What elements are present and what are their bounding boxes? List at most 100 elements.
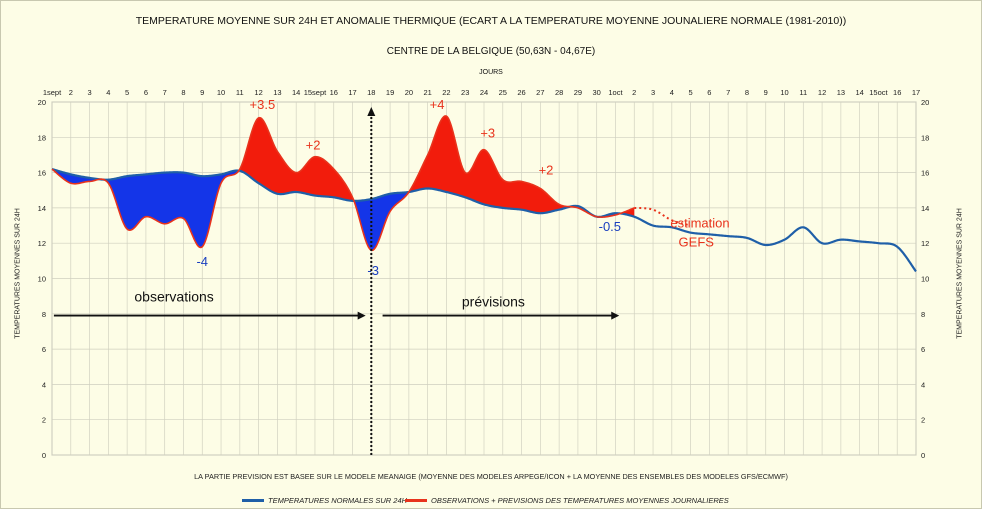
- anomaly-label: +2: [539, 162, 554, 177]
- x-tick-label: 16: [893, 88, 901, 97]
- x-tick-label: 19: [386, 88, 394, 97]
- x-tick-label: 14: [292, 88, 300, 97]
- x-tick-label: 7: [726, 88, 730, 97]
- x-tick-label: 1sept: [43, 88, 62, 97]
- x-tick-label: 12: [818, 88, 826, 97]
- y-tick-label-left: 12: [38, 239, 46, 248]
- x-tick-label: 11: [236, 88, 244, 97]
- y-tick-label-right: 6: [921, 345, 925, 354]
- x-tick-label: 10: [217, 88, 225, 97]
- x-tick-label: 7: [163, 88, 167, 97]
- x-tick-label: 23: [461, 88, 469, 97]
- x-tick-label: 20: [405, 88, 413, 97]
- anomaly-label: +3.5: [250, 97, 276, 112]
- x-tick-label: 5: [125, 88, 129, 97]
- x-tick-label: 22: [442, 88, 450, 97]
- legend-label-observed: OBSERVATIONS + PREVISIONS DES TEMPERATUR…: [431, 496, 729, 505]
- x-tick-label: 30: [593, 88, 601, 97]
- x-tick-label: 29: [574, 88, 582, 97]
- y-tick-label-right: 14: [921, 204, 929, 213]
- x-tick-label: 13: [837, 88, 845, 97]
- estimation-label: estimation: [670, 215, 729, 230]
- y-tick-label-right: 0: [921, 451, 925, 460]
- y-tick-label-right: 4: [921, 380, 925, 389]
- y-tick-label-left: 14: [38, 204, 46, 213]
- y-tick-label-right: 8: [921, 310, 925, 319]
- x-tick-label: 4: [106, 88, 110, 97]
- legend-swatch-normal: [242, 499, 264, 502]
- y-tick-label-left: 6: [42, 345, 46, 354]
- y-tick-label-right: 12: [921, 239, 929, 248]
- anomaly-label: -3: [367, 263, 379, 278]
- anomaly-label: -0.5: [599, 219, 621, 234]
- x-tick-label: 9: [764, 88, 768, 97]
- boundary-arrowhead: [367, 107, 376, 116]
- legend-label-normal: TEMPERATURES NORMALES SUR 24H: [268, 496, 408, 505]
- x-axis-label: JOURS: [479, 69, 503, 76]
- gefs-label: GEFS: [679, 235, 715, 250]
- x-tick-label: 28: [555, 88, 563, 97]
- warm-anomaly-area: [408, 115, 570, 214]
- x-tick-label: 10: [780, 88, 788, 97]
- x-tick-label: 3: [87, 88, 91, 97]
- legend-item-observed: OBSERVATIONS + PREVISIONS DES TEMPERATUR…: [405, 496, 729, 505]
- observed-temperature-line: [51, 115, 635, 252]
- y-tick-label-right: 16: [921, 169, 929, 178]
- previsions-arrow: [382, 311, 620, 320]
- x-tick-label: 5: [689, 88, 693, 97]
- x-tick-label: 15sept: [304, 88, 327, 97]
- y-tick-label-left: 20: [38, 98, 46, 107]
- x-tick-label: 27: [536, 88, 544, 97]
- x-tick-label: 16: [330, 88, 338, 97]
- x-tick-label: 17: [348, 88, 356, 97]
- x-tick-label: 21: [423, 88, 431, 97]
- observations-label: observations: [134, 288, 213, 304]
- x-tick-label: 2: [69, 88, 73, 97]
- x-tick-label: 14: [855, 88, 863, 97]
- anomaly-label: -4: [196, 254, 208, 269]
- warm-anomaly-area: [238, 117, 354, 201]
- cold-anomaly-area: [103, 170, 239, 248]
- x-tick-label: 17: [912, 88, 920, 97]
- x-tick-label: 6: [707, 88, 711, 97]
- previsions-label: prévisions: [462, 294, 525, 310]
- y-tick-label-left: 10: [38, 275, 46, 284]
- y-tick-label-right: 10: [921, 275, 929, 284]
- x-tick-label: 9: [200, 88, 204, 97]
- legend-item-normal: TEMPERATURES NORMALES SUR 24H: [242, 496, 407, 505]
- chart-title: TEMPERATURE MOYENNE SUR 24H ET ANOMALIE …: [135, 15, 847, 27]
- forecast-note: LA PARTIE PREVISION EST BASEE SUR LE MOD…: [194, 472, 788, 481]
- estimation-dotted-line: [634, 206, 691, 227]
- x-tick-label: 18: [367, 88, 375, 97]
- x-tick-label: 4: [670, 88, 674, 97]
- anomaly-label: +4: [430, 97, 445, 112]
- cold-anomaly-area: [353, 192, 409, 251]
- y-tick-label-left: 2: [42, 416, 46, 425]
- grid: [51, 101, 917, 456]
- x-tick-label: 24: [480, 88, 488, 97]
- observations-arrow: [53, 311, 366, 320]
- x-tick-label: 3: [651, 88, 655, 97]
- x-tick-label: 1oct: [608, 88, 623, 97]
- y-tick-label-right: 2: [921, 416, 925, 425]
- x-tick-label: 13: [273, 88, 281, 97]
- x-tick-label: 25: [499, 88, 507, 97]
- anomaly-label: +3: [480, 125, 495, 140]
- previsions-arrow-head: [611, 311, 620, 320]
- normal-temperature-line: [51, 168, 917, 273]
- y-tick-label-right: 18: [921, 133, 929, 142]
- x-tick-label: 6: [144, 88, 148, 97]
- x-tick-label: 8: [745, 88, 749, 97]
- y-tick-label-left: 18: [38, 133, 46, 142]
- y-tick-label-right: 20: [921, 98, 929, 107]
- y-tick-label-left: 16: [38, 169, 46, 178]
- chart-subtitle: CENTRE DE LA BELGIQUE (50,63N - 04,67E): [386, 46, 596, 57]
- x-tick-label: 26: [517, 88, 525, 97]
- x-tick-label: 8: [181, 88, 185, 97]
- legend-swatch-observed: [405, 499, 427, 502]
- x-tick-label: 2: [632, 88, 636, 97]
- x-tick-label: 11: [799, 88, 807, 97]
- y-tick-label-left: 4: [42, 380, 46, 389]
- anomaly-label: +2: [306, 138, 321, 153]
